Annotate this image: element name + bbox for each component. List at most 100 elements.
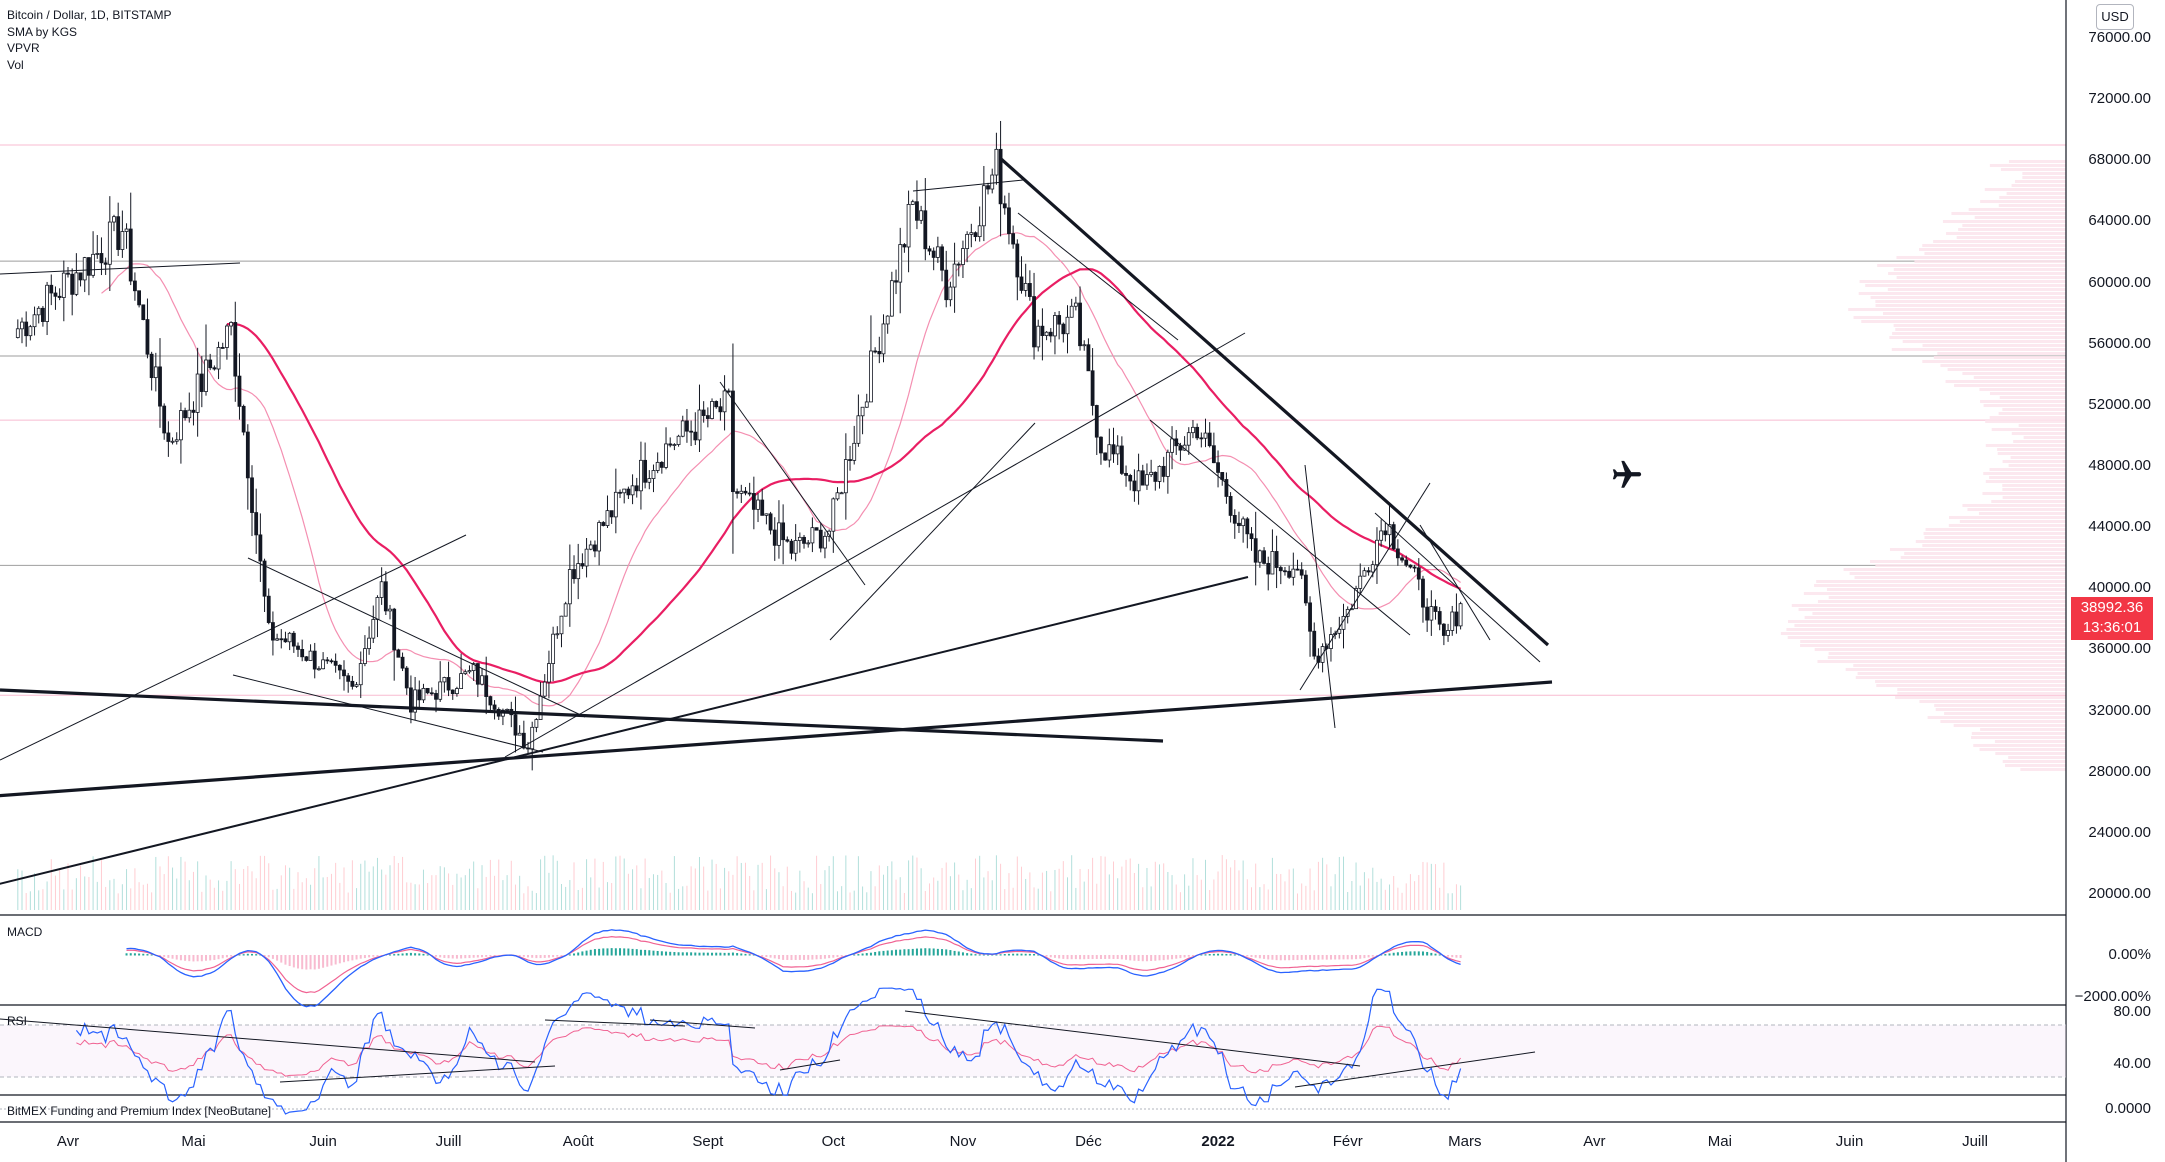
- volume-bar: [744, 862, 746, 910]
- volume-bar: [1418, 875, 1420, 910]
- candle-body: [1416, 567, 1421, 580]
- macd-histogram-bar: [276, 955, 279, 961]
- volume-bar: [849, 892, 851, 910]
- candle-body: [705, 415, 710, 419]
- candle-body: [1111, 444, 1116, 455]
- price-tick: 60000.00: [2088, 273, 2151, 291]
- vpvr-bar: [1971, 732, 2066, 735]
- candle-body: [241, 405, 246, 433]
- indicator-vol[interactable]: Vol: [7, 57, 24, 72]
- volume-bar: [201, 891, 203, 910]
- candle-body: [162, 405, 167, 434]
- macd-histogram-bar: [1187, 955, 1190, 957]
- volume-bar: [899, 877, 901, 910]
- currency-button[interactable]: USD: [2096, 4, 2134, 30]
- macd-histogram-bar: [1095, 955, 1098, 959]
- candle-body: [986, 185, 990, 190]
- trend-line: [829, 422, 1036, 641]
- vpvr-bar: [1861, 320, 2066, 323]
- volume-bar: [527, 886, 529, 910]
- volume-bar: [305, 878, 307, 910]
- macd-histogram-bar: [819, 955, 822, 960]
- volume-bar: [1066, 877, 1068, 910]
- macd-histogram-bar: [363, 955, 366, 959]
- candle-body: [1299, 569, 1304, 576]
- macd-tick-low: −2000.00%: [2074, 988, 2151, 1005]
- candle-body: [82, 257, 87, 281]
- macd-histogram-bar: [1016, 953, 1019, 956]
- macd-histogram-bar: [1116, 955, 1119, 959]
- macd-histogram-bar: [167, 955, 170, 958]
- volume-bar: [552, 855, 554, 910]
- candle-body: [931, 250, 936, 258]
- candle-body: [74, 272, 79, 295]
- volume-bar: [531, 890, 533, 910]
- trend-line: [719, 381, 866, 586]
- vpvr-bar: [1895, 696, 2066, 699]
- candle-body: [57, 295, 62, 298]
- volume-bar: [180, 856, 182, 910]
- volume-bar: [845, 855, 847, 910]
- macd-histogram-bar: [777, 955, 780, 960]
- rsi-layer: [0, 987, 2066, 1115]
- volume-bar: [1271, 857, 1273, 910]
- candle-body: [429, 692, 434, 695]
- macd-histogram-bar: [807, 955, 810, 960]
- vpvr-bar: [1853, 664, 2066, 667]
- vpvr-bar: [1828, 652, 2066, 655]
- volume-bar: [606, 882, 608, 910]
- volume-bar: [1188, 885, 1190, 910]
- candle-body: [948, 286, 953, 301]
- time-tick: Déc: [1075, 1133, 1102, 1150]
- candle-body: [1053, 315, 1057, 337]
- volume-bar: [514, 884, 516, 910]
- candle-body: [250, 477, 254, 513]
- macd-histogram-bar: [744, 953, 747, 956]
- indicator-sma[interactable]: SMA by KGS: [7, 24, 78, 39]
- symbol-title[interactable]: Bitcoin / Dollar, 1D, BITSTAMP: [7, 8, 172, 22]
- time-tick: Oct: [821, 1133, 845, 1150]
- macd-histogram-bar: [1426, 951, 1429, 956]
- vpvr-bar: [1980, 728, 2066, 731]
- macd-histogram-bar: [606, 948, 609, 956]
- volume-bar: [1121, 866, 1123, 910]
- indicator-vpvr[interactable]: VPVR: [7, 41, 40, 55]
- candle-body: [597, 522, 602, 552]
- candle-body: [969, 232, 974, 235]
- rsi-label[interactable]: RSI: [7, 1014, 28, 1028]
- candle-body: [32, 314, 37, 328]
- macd-histogram-bar: [1246, 955, 1249, 957]
- macd-histogram-bar: [1455, 955, 1458, 958]
- macd-histogram-bar: [1150, 955, 1153, 962]
- time-tick: Août: [562, 1133, 594, 1150]
- candle-body: [935, 246, 940, 258]
- macd-histogram-bar: [1409, 951, 1412, 956]
- candle-body: [467, 670, 472, 673]
- candle-body: [823, 535, 827, 549]
- candle-body: [145, 319, 150, 355]
- volume-bar: [1096, 883, 1098, 910]
- volume-bar: [853, 890, 855, 910]
- macd-label[interactable]: MACD: [7, 925, 43, 939]
- volume-bar: [1389, 884, 1391, 910]
- volume-bar: [452, 884, 454, 910]
- vpvr-bar: [1989, 164, 2066, 167]
- vpvr-bar: [1845, 668, 2066, 671]
- volume-bar: [1092, 857, 1094, 910]
- bitmex-label[interactable]: BitMEX Funding and Premium Index [NeoBut…: [7, 1104, 272, 1118]
- vpvr-bar: [1991, 500, 2066, 503]
- rsi-tick-80: 80.00: [2113, 1003, 2151, 1020]
- macd-histogram-bar: [1254, 955, 1257, 958]
- macd-histogram-bar: [736, 953, 739, 956]
- macd-histogram-bar: [1267, 955, 1270, 960]
- candle-body: [409, 687, 413, 713]
- candle-body: [977, 225, 982, 238]
- volume-bar: [770, 855, 772, 910]
- candle-body: [973, 232, 978, 238]
- vpvr-bar: [1853, 316, 2066, 319]
- macd-histogram-bar: [447, 955, 450, 959]
- macd-histogram-bar: [389, 954, 392, 956]
- macd-histogram-bar: [1300, 955, 1303, 960]
- macd-histogram-bar: [493, 955, 496, 957]
